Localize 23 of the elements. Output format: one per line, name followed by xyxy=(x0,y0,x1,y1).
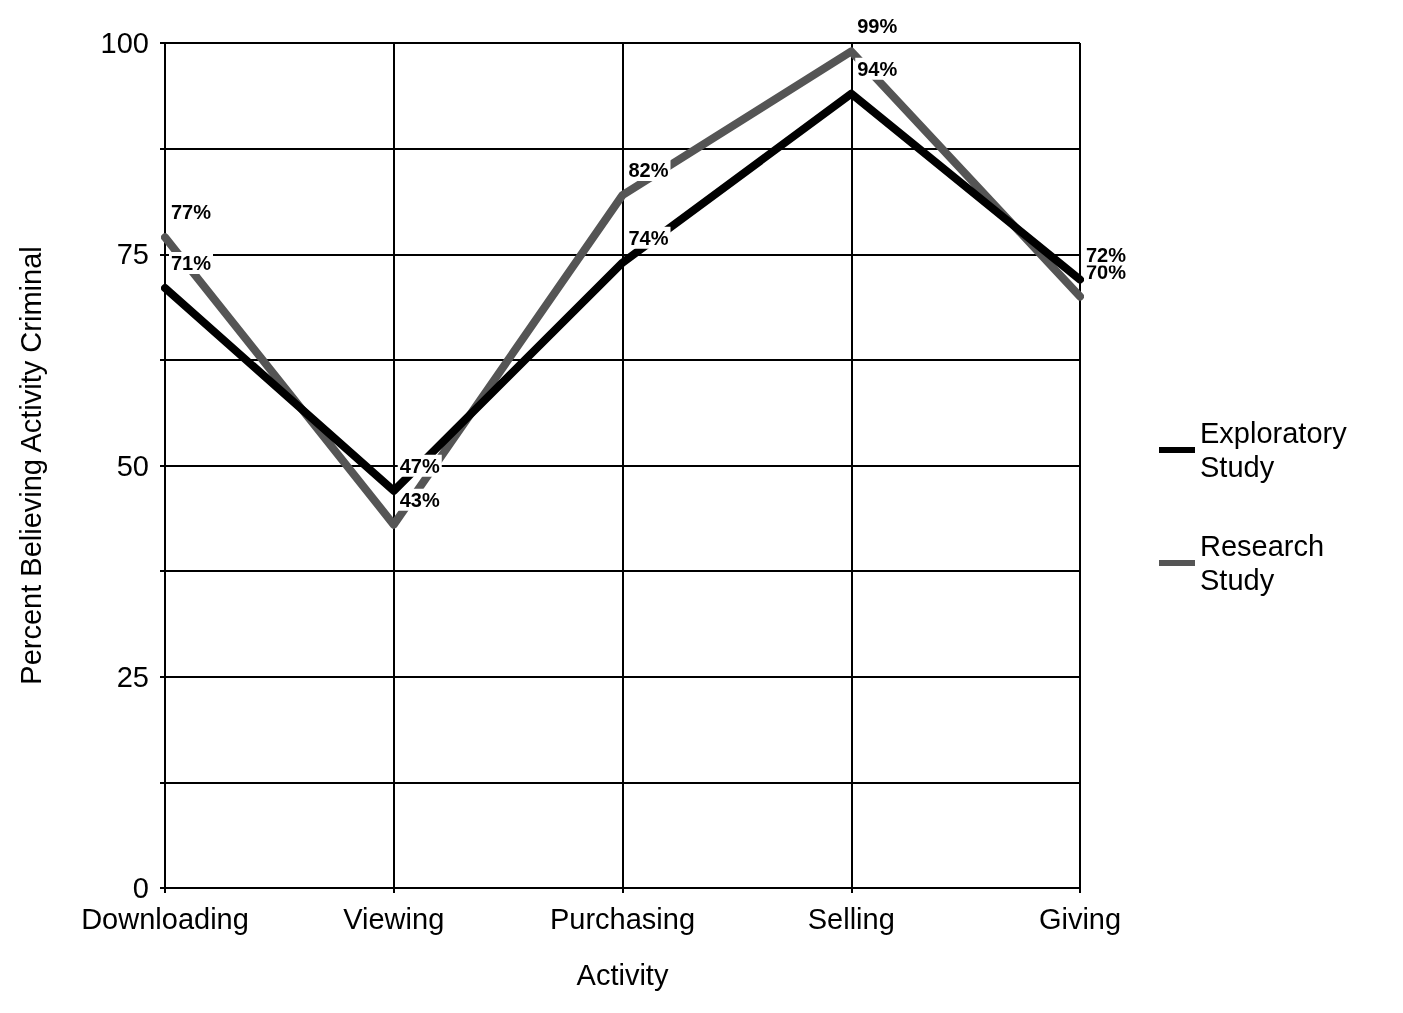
y-tick-label: 75 xyxy=(116,238,149,271)
data-label: 47% xyxy=(399,454,440,477)
legend-label: Research Study xyxy=(1200,530,1333,596)
x-tick-label: Selling xyxy=(807,902,895,935)
x-axis-title: Activity xyxy=(576,958,669,991)
x-tick-label: Viewing xyxy=(343,902,445,935)
data-label: 74% xyxy=(628,226,669,249)
y-tick-label: 50 xyxy=(116,449,149,482)
data-label: 82% xyxy=(628,159,669,182)
y-tick-label: 0 xyxy=(132,872,149,904)
data-label: 77% xyxy=(170,201,212,224)
x-tick-label: Purchasing xyxy=(549,902,696,935)
data-label: 71% xyxy=(170,252,212,275)
data-label: 43% xyxy=(399,488,440,511)
x-tick-label: Downloading xyxy=(81,902,249,935)
x-tick-label: Giving xyxy=(1038,902,1122,935)
y-tick-label: 100 xyxy=(100,27,149,59)
legend-label: Exploratory Study xyxy=(1200,417,1355,483)
data-label: 99% xyxy=(857,15,898,38)
data-label: 72% xyxy=(1085,243,1127,266)
data-label: 94% xyxy=(857,57,898,80)
y-axis-title: Percent Believing Activity Criminal xyxy=(14,246,47,685)
y-tick-label: 25 xyxy=(116,660,149,693)
